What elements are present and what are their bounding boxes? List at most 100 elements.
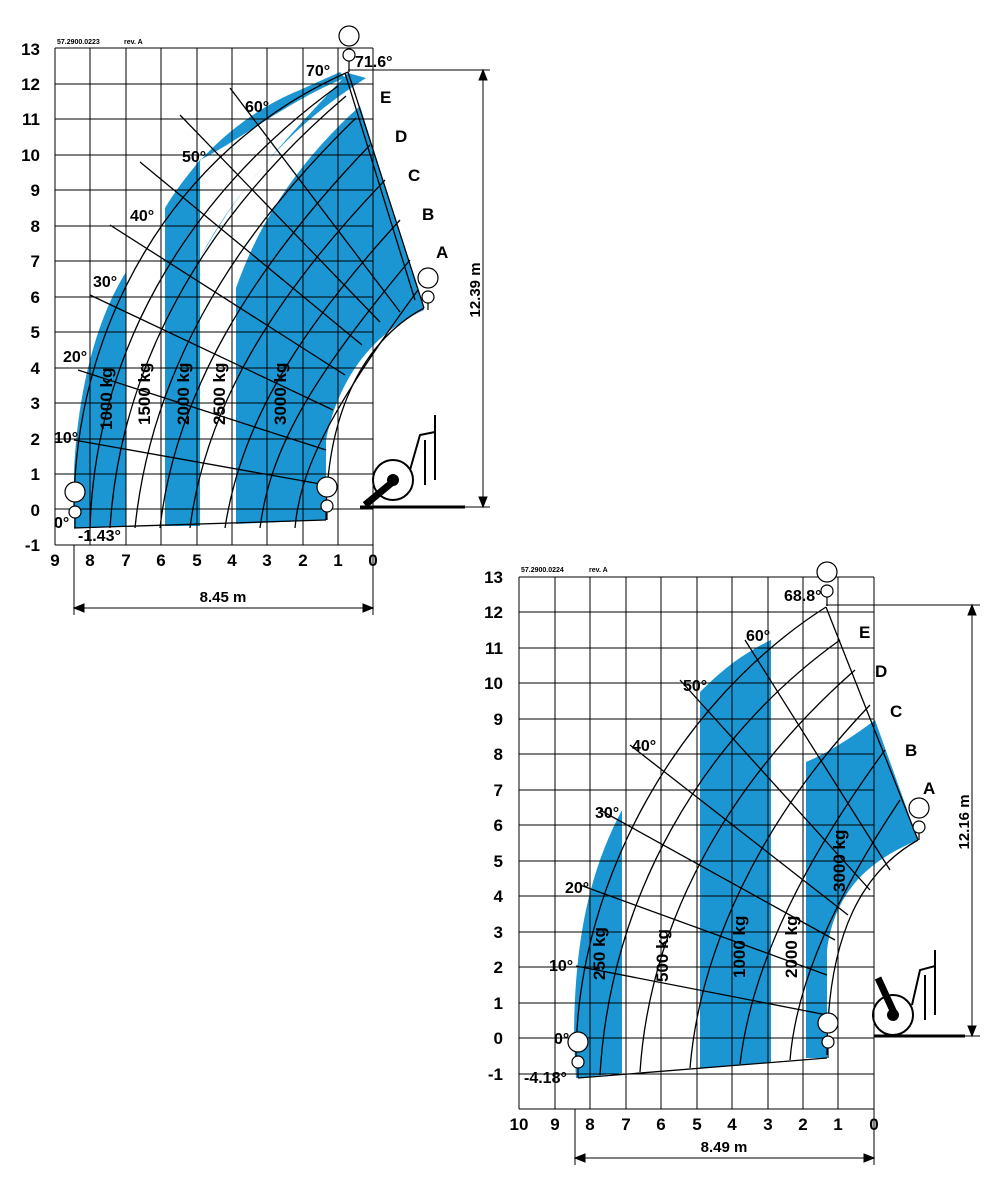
x-tick: 4 [227, 551, 237, 570]
x-tick: 9 [550, 1115, 559, 1134]
max-reach-label: 8.49 m [701, 1139, 748, 1156]
carriage-icon [417, 267, 439, 310]
envelope-2 [575, 606, 919, 1079]
envelope-1 [73, 71, 425, 529]
y-tick: 5 [31, 323, 40, 342]
angle-label: 10° [54, 430, 78, 447]
y-tick: 10 [484, 674, 503, 693]
x-tick: 0 [869, 1115, 878, 1134]
x-tick: 2 [298, 551, 307, 570]
zone-label: D [395, 127, 407, 146]
vehicle-2 [872, 950, 965, 1038]
load-label: 2000 kg [174, 363, 193, 425]
min-angle-label: -4.18° [524, 1070, 567, 1087]
revision: rev. A [589, 567, 608, 574]
grid-2 [518, 576, 875, 1110]
load-label: 1000 kg [730, 916, 749, 978]
zone-label: E [859, 623, 870, 642]
load-labels-1: 1000 kg 1500 kg 2000 kg 2500 kg 3000 kg [97, 363, 290, 430]
load-band-top [165, 72, 345, 208]
max-reach-label: 8.45 m [200, 589, 247, 606]
x-tick: 0 [368, 551, 377, 570]
x-tick: 7 [121, 551, 130, 570]
vehicle-1 [360, 415, 465, 509]
carriage-icon [817, 1012, 839, 1058]
y-axis-labels-2: -1 0 1 2 3 4 5 6 7 8 9 10 11 12 13 [484, 568, 503, 1084]
y-tick: 3 [31, 394, 40, 413]
x-axis-labels-2: 10 9 8 7 6 5 4 3 2 1 0 [510, 1115, 879, 1134]
load-label: 250 kg [590, 927, 609, 980]
carriage-icon [816, 561, 838, 606]
load-band-3000kg [806, 720, 918, 1058]
x-tick: 4 [727, 1115, 737, 1134]
y-tick: 5 [494, 852, 503, 871]
load-labels-2: 250 kg 500 kg 1000 kg 2000 kg 3000 kg [590, 830, 849, 982]
angle-label: 40° [130, 208, 154, 225]
x-tick: 3 [763, 1115, 772, 1134]
angle-label: 20° [63, 349, 87, 366]
zone-label: A [923, 779, 935, 798]
y-tick: 9 [494, 710, 503, 729]
x-tick: 5 [192, 551, 201, 570]
dimensions-2 [573, 603, 980, 1165]
y-tick: 2 [31, 430, 40, 449]
load-label: 3000 kg [271, 363, 290, 425]
carriage-icon [338, 25, 360, 72]
carriage-icons-1 [64, 25, 439, 528]
x-tick: 7 [621, 1115, 630, 1134]
drawing-code: 57.2900.0224 [521, 567, 564, 574]
load-label: 3000 kg [830, 830, 849, 892]
x-tick: 9 [50, 551, 59, 570]
zone-label: D [875, 662, 887, 681]
angle-label: 30° [93, 274, 117, 291]
max-angle-label: 71.6° [355, 54, 393, 71]
angle-label: 50° [683, 678, 707, 695]
x-axis-labels-1: 9 8 7 6 5 4 3 2 1 0 [50, 551, 377, 570]
y-tick: 1 [31, 465, 40, 484]
y-tick: 10 [21, 146, 40, 165]
y-tick: -1 [25, 536, 40, 555]
min-angle-label: -1.43° [78, 528, 121, 545]
load-label: 1500 kg [135, 363, 154, 425]
y-axis-labels-1: -1 0 1 2 3 4 5 6 7 8 9 10 11 12 13 [21, 40, 40, 555]
max-angle-label: 68.8° [784, 588, 822, 605]
y-tick: 7 [494, 781, 503, 800]
zone-label: A [436, 243, 448, 262]
y-tick: 8 [31, 217, 40, 236]
load-chart-1: 57.2900.0223 rev. A -1 0 1 2 3 4 5 6 7 8… [21, 25, 490, 615]
angle-label: 70° [306, 63, 330, 80]
y-tick: 3 [494, 923, 503, 942]
carriage-icons-2 [567, 561, 930, 1078]
y-tick: 6 [494, 816, 503, 835]
zone-labels-1: A B C D E [380, 88, 448, 262]
y-tick: 2 [494, 958, 503, 977]
y-tick: 8 [494, 745, 503, 764]
angle-label: 10° [549, 958, 573, 975]
y-tick: 7 [31, 252, 40, 271]
load-band-1000kg [700, 640, 771, 1068]
x-tick: 1 [833, 1115, 842, 1134]
y-tick: 1 [494, 994, 503, 1013]
y-tick: 6 [31, 288, 40, 307]
angle-label: 20° [565, 880, 589, 897]
drawing-code: 57.2900.0223 [57, 39, 100, 46]
revision: rev. A [124, 39, 143, 46]
y-tick: 13 [484, 568, 503, 587]
zone-label: E [380, 88, 391, 107]
angle-label: 0° [554, 1031, 569, 1048]
load-band-3000kg [236, 106, 424, 524]
angle-labels-2: 0° 10° 20° 30° 40° 50° 60° -4.18° 68.8° [524, 588, 822, 1087]
zone-label: B [422, 205, 434, 224]
x-tick: 2 [798, 1115, 807, 1134]
x-tick: 6 [656, 1115, 665, 1134]
y-tick: 0 [494, 1029, 503, 1048]
x-tick: 8 [85, 551, 94, 570]
angle-label: 30° [595, 805, 619, 822]
carriage-icon [567, 1031, 589, 1078]
zone-label: C [408, 166, 420, 185]
carriage-icon [316, 476, 338, 520]
load-label: 500 kg [653, 929, 672, 982]
x-tick: 1 [333, 551, 342, 570]
zone-label: B [905, 741, 917, 760]
